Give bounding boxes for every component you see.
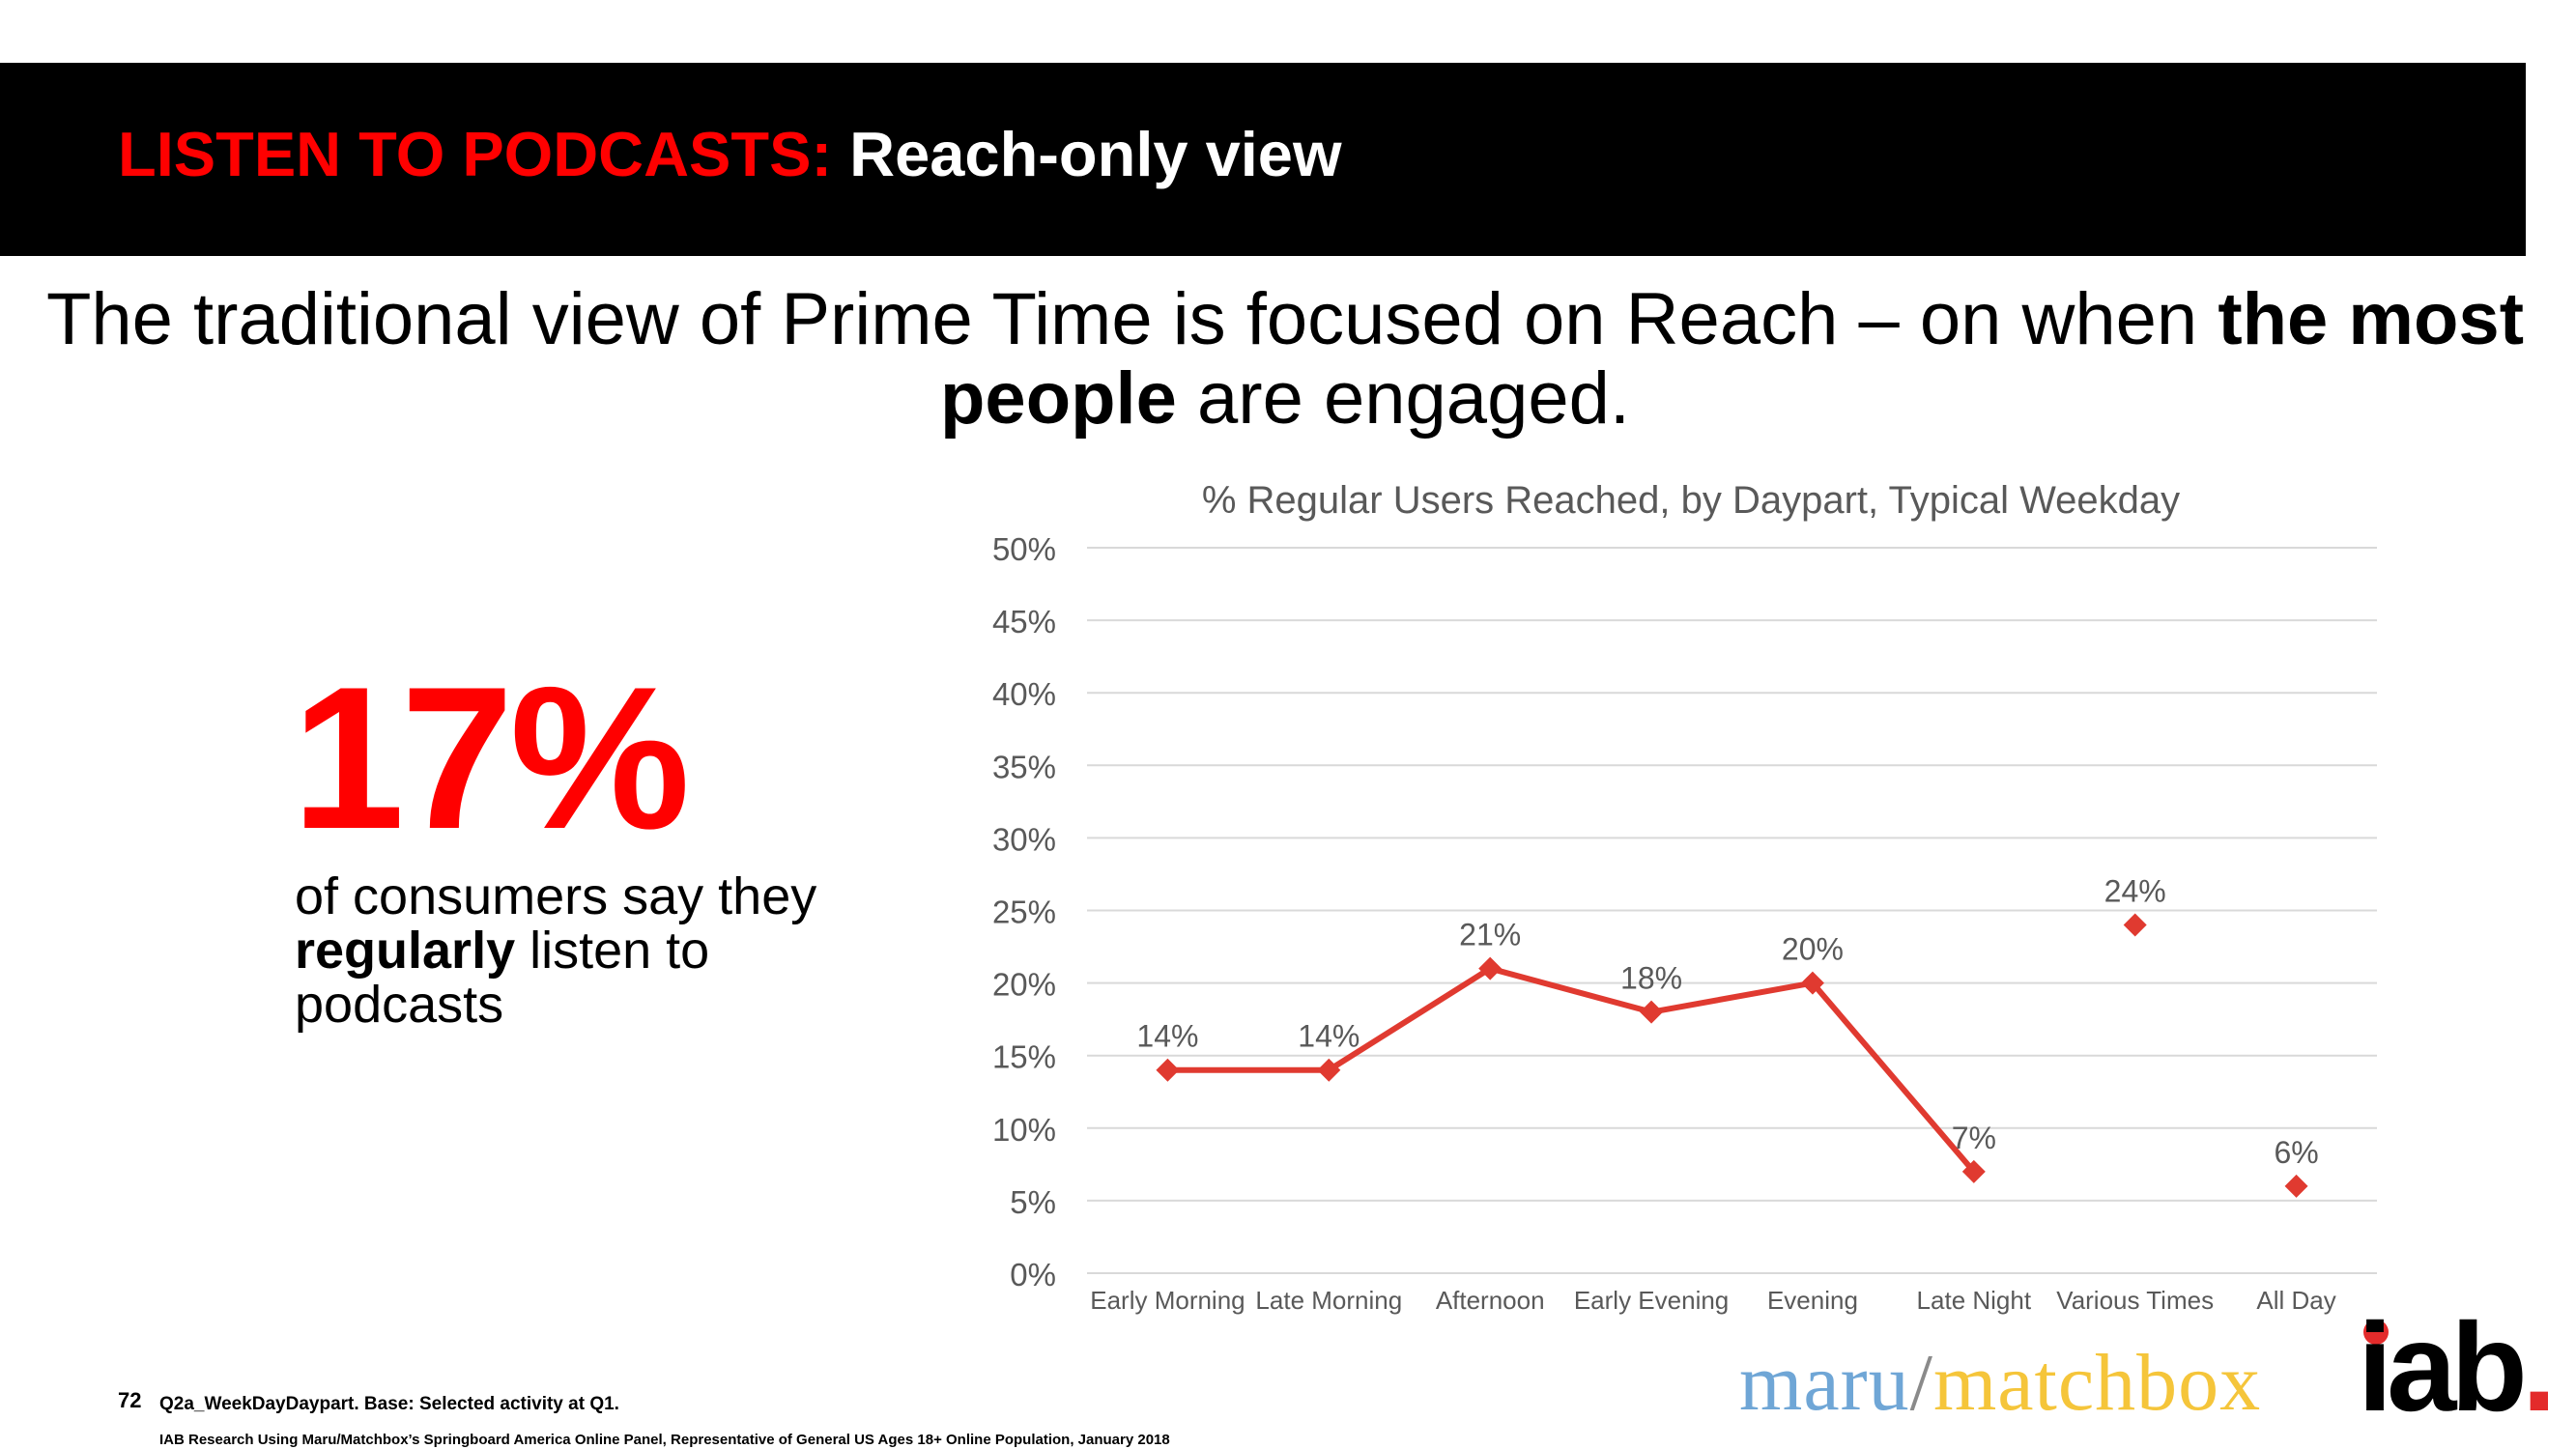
- headline-part1: The traditional view of Prime Time is fo…: [45, 278, 2218, 360]
- x-tick-label: All Day: [2256, 1286, 2335, 1315]
- data-point-diamond: [1800, 971, 1824, 995]
- y-tick-label: 45%: [992, 604, 1056, 639]
- data-label: 6%: [2274, 1135, 2318, 1170]
- footnote-line-1: Q2a_WeekDayDaypart. Base: Selected activ…: [159, 1394, 619, 1414]
- y-tick-label: 40%: [992, 676, 1056, 712]
- data-label: 7%: [1952, 1121, 1996, 1155]
- x-tick-label: Early Morning: [1090, 1286, 1245, 1315]
- y-tick-label: 15%: [992, 1039, 1056, 1075]
- header-bar: LISTEN TO PODCASTS: Reach-only view: [0, 63, 2526, 256]
- y-tick-label: 20%: [992, 967, 1056, 1003]
- line-chart: 0% 5% 10% 15% 20% 25% 30% 35% 40% 45% 50% Early Mor…: [992, 531, 2377, 1315]
- x-tick-label: Early Evening: [1574, 1286, 1729, 1315]
- stat-value: 17%: [292, 644, 690, 871]
- data-label: 21%: [1459, 918, 1521, 952]
- page-number: 72: [118, 1388, 142, 1412]
- y-tick-label: 25%: [992, 895, 1056, 930]
- iab-logo: iab.: [2358, 1304, 2557, 1430]
- headline: The traditional view of Prime Time is fo…: [39, 280, 2532, 439]
- series-line: [1164, 965, 1977, 1175]
- x-tick-label: Evening: [1767, 1286, 1858, 1315]
- data-label: 18%: [1620, 961, 1682, 996]
- logo-matchbox-text: matchbox: [1932, 1338, 2262, 1428]
- page-title: LISTEN TO PODCASTS: Reach-only view: [118, 123, 1342, 185]
- chart-title: % Regular Users Reached, by Daypart, Typ…: [1201, 479, 2181, 522]
- iab-logo-text: iab: [2358, 1296, 2528, 1437]
- stat-text-bold: regularly: [295, 922, 516, 980]
- maru-matchbox-logo: maru/matchbox: [1739, 1343, 2261, 1424]
- data-label: 14%: [1136, 1019, 1198, 1054]
- x-tick-label: Afternoon: [1436, 1286, 1545, 1315]
- data-label: 14%: [1298, 1019, 1360, 1054]
- x-tick-label: Late Night: [1917, 1286, 2032, 1315]
- x-tick-label: Various Times: [2056, 1286, 2214, 1315]
- stat-text-part2: listen to podcasts: [295, 922, 710, 1034]
- title-red-part: LISTEN TO PODCASTS:: [118, 119, 833, 189]
- data-point-diamond: [2123, 913, 2147, 937]
- data-label: 24%: [2104, 874, 2166, 909]
- data-point-diamond: [2284, 1174, 2308, 1198]
- y-tick-label: 50%: [992, 531, 1056, 567]
- y-tick-label: 0%: [1010, 1257, 1056, 1293]
- headline-part2: are engaged.: [1176, 357, 1630, 440]
- logo-slash: /: [1909, 1338, 1933, 1428]
- title-white-part: Reach-only view: [832, 119, 1342, 189]
- data-point-diamond: [1478, 956, 1503, 980]
- y-tick-label: 10%: [992, 1112, 1056, 1148]
- stat-description: of consumers say they regularly listen t…: [295, 869, 913, 1032]
- y-tick-label: 5%: [1010, 1184, 1056, 1220]
- data-point-diamond: [1156, 1058, 1180, 1082]
- footnote-line-2: IAB Research Using Maru/Matchbox’s Sprin…: [159, 1432, 1170, 1448]
- stat-text-part1: of consumers say they: [295, 867, 817, 925]
- y-tick-label: 35%: [992, 749, 1056, 784]
- x-tick-label: Late Morning: [1255, 1286, 1402, 1315]
- data-point-diamond: [1640, 1000, 1664, 1024]
- iab-logo-dot-icon: [2363, 1320, 2389, 1345]
- headline-bold: the most people: [940, 278, 2525, 440]
- data-label: 20%: [1782, 932, 1844, 967]
- logo-maru-text: maru: [1739, 1338, 1910, 1428]
- iab-logo-period: .: [2521, 1296, 2557, 1437]
- y-tick-label: 30%: [992, 821, 1056, 857]
- data-point-diamond: [1961, 1159, 1986, 1183]
- data-point-diamond: [1317, 1058, 1341, 1082]
